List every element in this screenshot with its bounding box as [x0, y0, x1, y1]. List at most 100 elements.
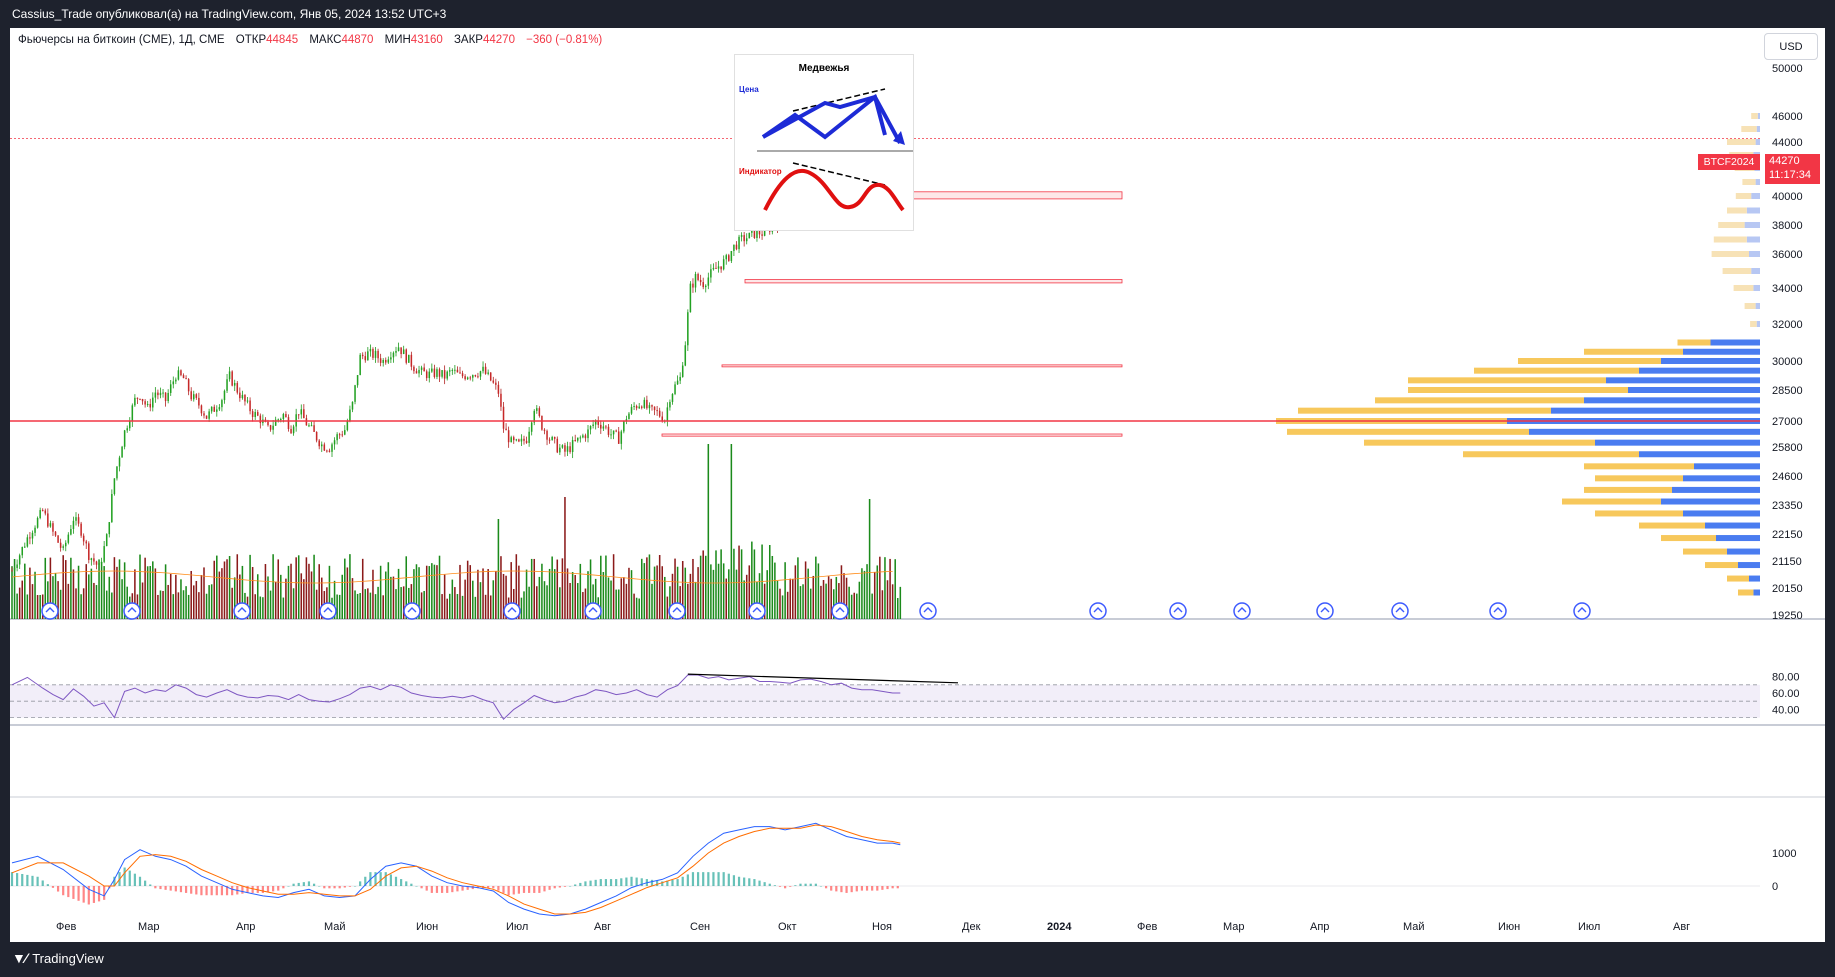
candle-body — [131, 405, 134, 422]
candle-body — [152, 397, 154, 408]
volume-bar — [571, 572, 574, 619]
chart-canvas[interactable]: 5000046000440004200040000380003600034000… — [10, 28, 1825, 942]
candle-body — [254, 412, 256, 417]
macd-histogram-bar — [210, 886, 213, 896]
event-marker-icon[interactable] — [233, 602, 251, 620]
vp-bar-up — [1755, 303, 1760, 309]
event-marker-icon[interactable] — [1489, 602, 1507, 620]
event-marker-icon[interactable] — [1089, 602, 1107, 620]
candle-body — [648, 405, 651, 409]
volume-bar — [308, 563, 310, 619]
time-tick-label: Мар — [1223, 921, 1245, 933]
candle-body — [697, 273, 699, 280]
macd-histogram-bar — [297, 882, 300, 886]
volume-bar — [369, 592, 372, 619]
volume-bar — [564, 497, 566, 619]
time-tick-label: Сен — [690, 921, 710, 933]
candle-body — [594, 420, 597, 425]
currency-button[interactable]: USD — [1764, 33, 1818, 60]
event-marker-icon[interactable] — [919, 602, 937, 620]
inset-title: Медвежья — [798, 63, 850, 74]
event-marker-icon[interactable] — [1573, 602, 1591, 620]
candle-body — [589, 426, 592, 430]
candle-body — [146, 403, 149, 405]
vp-bar-up — [1606, 377, 1760, 384]
event-marker-icon[interactable] — [831, 602, 849, 620]
volume-bar — [356, 593, 359, 619]
candle-body — [77, 517, 80, 524]
candle-body — [372, 348, 374, 358]
candle-body — [492, 380, 495, 383]
candle-body — [303, 409, 305, 419]
volume-bar — [98, 559, 100, 619]
candle-body — [628, 413, 630, 420]
event-marker-icon[interactable] — [1391, 602, 1409, 620]
vp-bar-up — [1749, 251, 1760, 257]
candle-body — [408, 354, 410, 363]
volume-bar — [477, 569, 479, 619]
open-label: ОТКР — [235, 34, 267, 46]
event-marker-icon[interactable] — [41, 602, 59, 620]
event-marker-icon[interactable] — [1316, 602, 1334, 620]
volume-bar — [633, 593, 635, 619]
volume-bar — [226, 559, 228, 619]
candle-body — [694, 273, 697, 288]
price-tick-label: 19250 — [1772, 610, 1803, 622]
candle-body — [515, 439, 518, 441]
event-marker-icon[interactable] — [668, 602, 686, 620]
event-marker-circle — [233, 602, 251, 620]
chart-area[interactable]: 5000046000440004200040000380003600034000… — [10, 28, 1825, 942]
volume-bar — [418, 567, 420, 619]
volume-bar — [438, 555, 441, 619]
macd-histogram-bar — [41, 880, 44, 886]
event-marker-icon[interactable] — [319, 602, 337, 620]
event-marker-icon[interactable] — [584, 602, 602, 620]
event-marker-glyph — [507, 607, 517, 613]
volume-bar — [216, 555, 218, 619]
candle-body — [300, 409, 303, 415]
price-tick-label: 44000 — [1772, 137, 1803, 149]
macd-histogram-bar — [727, 873, 730, 886]
candle-body — [198, 397, 200, 406]
candle-body — [213, 406, 216, 412]
candle-body — [681, 365, 684, 377]
macd-histogram-bar — [205, 886, 208, 896]
event-marker-circle — [1089, 602, 1107, 620]
event-marker-icon[interactable] — [503, 602, 521, 620]
volume-bar — [515, 554, 518, 619]
candle-body — [571, 440, 574, 453]
candle-body — [431, 368, 433, 372]
high-value: 44870 — [341, 34, 374, 46]
volume-bar — [707, 444, 710, 619]
volume-bar — [210, 584, 213, 619]
event-marker-icon[interactable] — [123, 602, 141, 620]
vp-bar-down — [1463, 451, 1639, 458]
volume-bar — [364, 589, 367, 619]
vp-bar-down — [1741, 126, 1757, 132]
volume-bar — [779, 588, 781, 619]
volume-bar — [817, 563, 820, 619]
event-marker-icon[interactable] — [1233, 602, 1251, 620]
volume-bar — [510, 562, 512, 619]
volume-bar — [832, 589, 835, 619]
volume-bar — [295, 557, 297, 619]
volume-bar — [871, 593, 873, 619]
candle-body — [510, 437, 512, 443]
event-marker-icon[interactable] — [403, 602, 421, 620]
volume-bar — [300, 573, 303, 619]
event-marker-icon[interactable] — [748, 602, 766, 620]
time-tick-label: Апр — [236, 921, 255, 933]
macd-histogram-bar — [103, 886, 106, 900]
event-marker-glyph — [127, 607, 137, 613]
volume-bar — [620, 578, 623, 619]
vp-bar-down — [1744, 303, 1756, 309]
volume-bar — [735, 569, 738, 619]
volume-bar — [548, 568, 551, 619]
event-marker-icon[interactable] — [1169, 602, 1187, 620]
event-marker-glyph — [1173, 607, 1183, 613]
candle-body — [328, 450, 331, 452]
volume-bar — [553, 569, 556, 619]
volume-bar — [766, 570, 768, 619]
event-marker-glyph — [588, 607, 598, 613]
vp-bar-down — [1705, 562, 1738, 569]
